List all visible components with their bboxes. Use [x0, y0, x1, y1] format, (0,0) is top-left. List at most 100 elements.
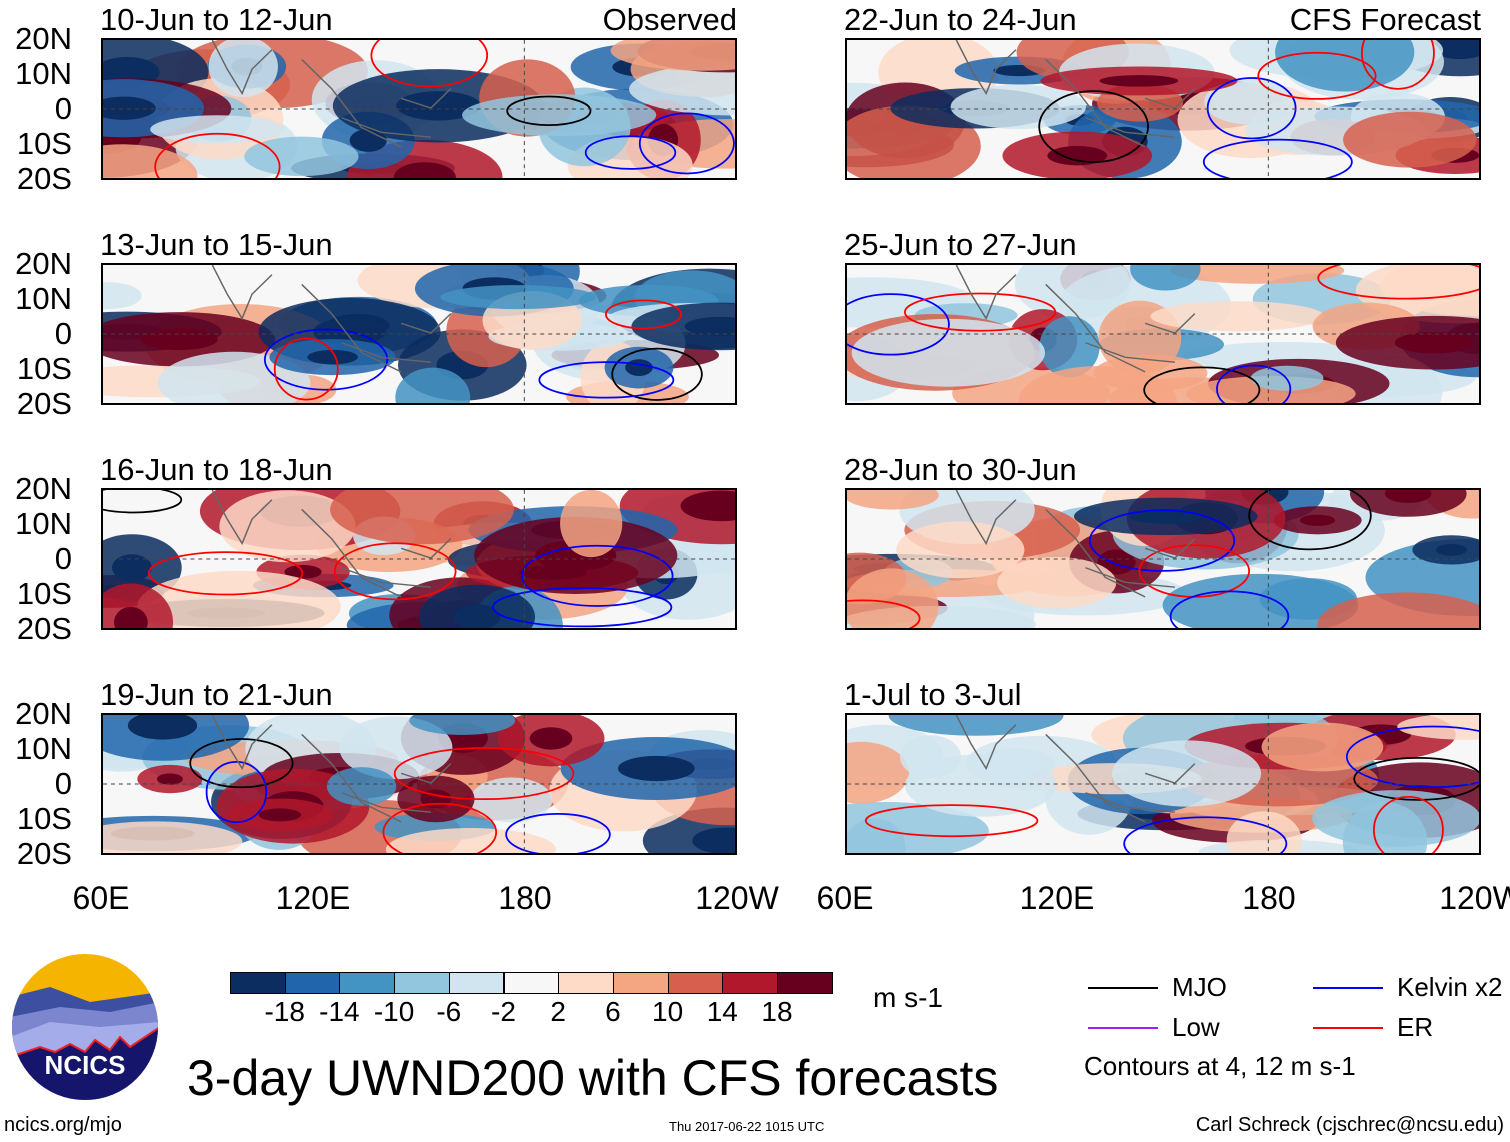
map-panel-3: [101, 488, 737, 630]
lon-label: 180: [498, 880, 552, 916]
svg-text:NCICS: NCICS: [45, 1050, 126, 1080]
anomaly-shade: [1343, 111, 1477, 168]
anomaly-core: [1394, 331, 1474, 354]
anomaly-shade: [896, 521, 1025, 579]
colorbar-swatch: [394, 972, 450, 994]
coastline: [955, 40, 1196, 148]
lat-label: 10N: [15, 281, 72, 316]
contour-line: [1202, 138, 1353, 178]
lat-label: 20N: [15, 246, 72, 281]
anomaly-core: [1384, 490, 1432, 503]
contour-line: [1088, 509, 1236, 572]
panel-title: 19-Jun to 21-Jun: [100, 677, 333, 712]
lat-label: 10S: [16, 351, 72, 386]
anomaly-shade: [847, 490, 939, 510]
contours-note: Contours at 4, 12 m s-1: [1084, 1051, 1356, 1081]
legend-line-mjo: [1088, 987, 1158, 989]
legend-label: ER: [1397, 1012, 1434, 1042]
anomaly-shade: [610, 40, 735, 71]
contour-line: [273, 337, 339, 401]
panel-title: 13-Jun to 15-Jun: [100, 227, 333, 262]
anomaly-core: [1435, 544, 1467, 556]
coastline: [955, 265, 1196, 373]
colorbar-swatch: [667, 972, 724, 994]
anomaly-shade: [1317, 592, 1479, 628]
contour-line: [1353, 756, 1479, 801]
colorbar-units: m s-1: [873, 982, 943, 1013]
colorbar-label: 18: [761, 996, 793, 1027]
colorbar-swatch: [284, 972, 341, 994]
lat-label: 20N: [15, 471, 72, 506]
colorbar-label: 6: [605, 996, 621, 1027]
contour-line: [1169, 590, 1290, 628]
lon-label: 120W: [695, 880, 779, 916]
figure-title: 3-day UWND200 with CFS forecasts: [187, 1050, 999, 1106]
colorbar-swatch: [722, 972, 778, 994]
anomaly-shade: [847, 741, 910, 804]
lat-label: 0: [54, 91, 72, 126]
contour-line: [333, 542, 457, 601]
anomaly-shade: [851, 318, 1045, 387]
contour-line: [611, 347, 703, 401]
anomaly-shade: [1150, 301, 1325, 332]
anomaly-shade: [385, 828, 556, 853]
contour-line: [847, 293, 950, 356]
lat-label: 20S: [16, 611, 72, 646]
contour-line: [189, 738, 294, 789]
panel-title: 22-Jun to 24-Jun: [844, 2, 1077, 37]
colorbar-swatch: [612, 972, 669, 994]
lat-label: 10S: [16, 801, 72, 836]
map-panel-4: [101, 713, 737, 855]
contour-line: [147, 551, 304, 596]
anomaly-core: [1129, 508, 1203, 524]
contour-line: [1248, 490, 1372, 551]
anomaly-shade: [975, 747, 1056, 782]
anomaly-core: [140, 328, 218, 351]
anomaly-shade: [219, 490, 356, 563]
colorbar-swatch: [558, 972, 614, 994]
anomaly-shade: [103, 144, 198, 178]
contour-line: [505, 812, 611, 853]
contour-line: [605, 299, 682, 330]
lon-label: 120E: [1019, 880, 1095, 916]
lon-label: 60E: [72, 880, 130, 916]
anomaly-shade: [150, 115, 284, 144]
anomaly-shade: [1349, 490, 1467, 517]
anomaly-core: [393, 162, 456, 178]
anomaly-shade: [244, 136, 359, 177]
anomaly-shade: [470, 777, 553, 823]
anomaly-shade: [462, 94, 657, 137]
contour-line: [382, 802, 498, 853]
contour-line: [205, 760, 268, 824]
anomaly-shade: [631, 302, 735, 351]
anomaly-core: [684, 316, 735, 336]
colorbar-swatch: [230, 972, 286, 994]
anomaly-shade: [1226, 811, 1302, 853]
anomaly-core: [396, 91, 481, 121]
legend-line-er: [1313, 1027, 1383, 1029]
contour-line: [1345, 725, 1479, 789]
anomaly-shade: [1014, 265, 1131, 320]
anomaly-core: [111, 554, 152, 582]
lon-label: 60E: [816, 880, 874, 916]
anomaly-shade: [1111, 740, 1262, 807]
anomaly-shade: [103, 821, 243, 853]
contour-line: [638, 112, 735, 175]
anomaly-core: [529, 727, 573, 750]
anomaly-shade: [1162, 573, 1359, 628]
lon-label: 120E: [275, 880, 351, 916]
colorbar-label: 14: [706, 996, 738, 1027]
anomaly-core: [1299, 514, 1336, 526]
lat-label: 0: [54, 766, 72, 801]
colorbar-label: -14: [319, 996, 360, 1027]
anomaly-core: [1099, 75, 1179, 87]
map-panel-6: [845, 263, 1481, 405]
legend-line-kelvin-x2: [1313, 987, 1383, 989]
contour-line: [263, 328, 389, 391]
panel-title: 1-Jul to 3-Jul: [844, 677, 1022, 712]
contour-line: [864, 804, 1039, 838]
map-panel-1: [101, 38, 737, 180]
coastline: [211, 715, 452, 823]
anomaly-shade: [950, 84, 1087, 129]
